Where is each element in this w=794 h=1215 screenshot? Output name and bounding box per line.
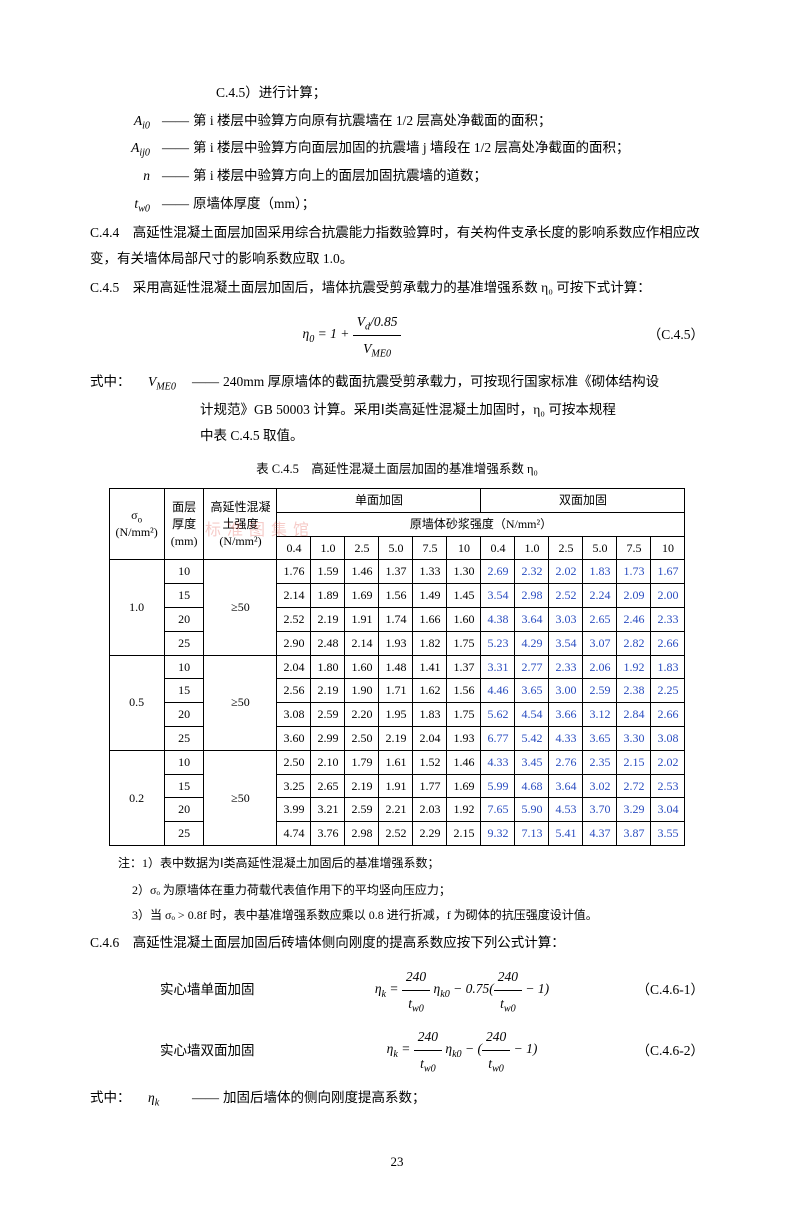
definition-text: 第 i 楼层中验算方向面层加固的抗震墙 j 墙段在 1/2 层高处净截面的面积； [193,135,704,161]
where-text-c46: 加固后墙体的侧向刚度提高系数； [223,1085,704,1111]
formula-expression: η0 = 1 + Vd/0.85VME0 [90,309,614,361]
definition-dash: —— [158,163,193,189]
definition-line: Ai0——第 i 楼层中验算方向原有抗震墙在 1/2 层高处净截面的面积； [90,108,704,134]
formula-c461-row: 实心墙单面加固 ηk = 240tw0 ηk0 − 0.75(240tw0 − … [90,964,704,1016]
continuation-text: C.4.5）进行计算； [216,80,704,106]
note-2: 2）σₒ 为原墙体在重力荷载代表值作用下的平均竖向压应力； [132,879,704,902]
formula-number: （C.4.5） [614,322,704,348]
table-title: 表 C.4.5 高延性混凝土面层加固的基准增强系数 η₀ [90,458,704,482]
formula-number-c462: （C.4.6-2） [614,1038,704,1064]
definition-symbol: n [90,163,158,189]
label-double: 实心墙双面加固 [160,1038,310,1064]
table-c45: σo(N/mm²)面层厚度(mm)高延性混凝土强度(N/mm²)单面加固双面加固… [109,488,686,846]
definition-dash: —— [158,108,193,134]
where-c46: 式中： ηk —— 加固后墙体的侧向刚度提高系数； [90,1085,704,1111]
note-3: 3）当 σₒ > 0.8f 时，表中基准增强系数应乘以 0.8 进行折减，f 为… [132,904,704,927]
where-dash: —— [188,369,223,395]
where-dash-c46: —— [188,1085,223,1111]
formula-number-c461: （C.4.6-1） [614,977,704,1003]
formula-c462-row: 实心墙双面加固 ηk = 240tw0 ηk0 − (240tw0 − 1) （… [90,1024,704,1076]
where-text1: 240mm 厚原墙体的截面抗震受剪承载力，可按现行国家标准《砌体结构设 [223,369,704,395]
where-label-c46: 式中： [90,1085,148,1111]
where-label: 式中： [90,369,148,395]
where-symbol: VME0 [148,369,188,395]
paragraph-c45-lead: C.4.5 采用高延性混凝土面层加固后，墙体抗震受剪承载力的基准增强系数 η₀ … [90,275,704,301]
page-number: 23 [90,1150,704,1175]
definition-text: 原墙体厚度（mm）； [193,191,704,217]
note-1: 注：1）表中数据为Ⅰ类高延性混凝土加固后的基准增强系数； [118,852,704,875]
definition-text: 第 i 楼层中验算方向原有抗震墙在 1/2 层高处净截面的面积； [193,108,704,134]
formula-c45: η0 = 1 + Vd/0.85VME0 （C.4.5） [90,309,704,361]
definition-line: tw0——原墙体厚度（mm）； [90,191,704,217]
definition-dash: —— [158,135,193,161]
definition-line: Aij0——第 i 楼层中验算方向面层加固的抗震墙 j 墙段在 1/2 层高处净… [90,135,704,161]
definition-symbol: tw0 [90,191,158,217]
definition-line: n——第 i 楼层中验算方向上的面层加固抗震墙的道数； [90,163,704,189]
definition-text: 第 i 楼层中验算方向上的面层加固抗震墙的道数； [193,163,704,189]
paragraph-c46-lead: C.4.6 高延性混凝土面层加固后砖墙体侧向刚度的提高系数应按下列公式计算： [90,930,704,956]
label-single: 实心墙单面加固 [160,977,310,1003]
definition-dash: —— [158,191,193,217]
formula-c461: ηk = 240tw0 ηk0 − 0.75(240tw0 − 1) [310,964,614,1016]
formula-c462: ηk = 240tw0 ηk0 − (240tw0 − 1) [310,1024,614,1076]
paragraph-c44: C.4.4 高延性混凝土面层加固采用综合抗震能力指数验算时，有关构件支承长度的影… [90,220,704,271]
where-c45: 式中： VME0 —— 240mm 厚原墙体的截面抗震受剪承载力，可按现行国家标… [90,369,704,395]
where-text3: 中表 C.4.5 取值。 [200,423,704,449]
definition-symbol: Ai0 [90,108,158,134]
where-text2: 计规范》GB 50003 计算。采用Ⅰ类高延性混凝土加固时，η₀ 可按本规程 [200,397,704,423]
where-symbol-c46: ηk [148,1085,188,1111]
definition-symbol: Aij0 [90,135,158,161]
